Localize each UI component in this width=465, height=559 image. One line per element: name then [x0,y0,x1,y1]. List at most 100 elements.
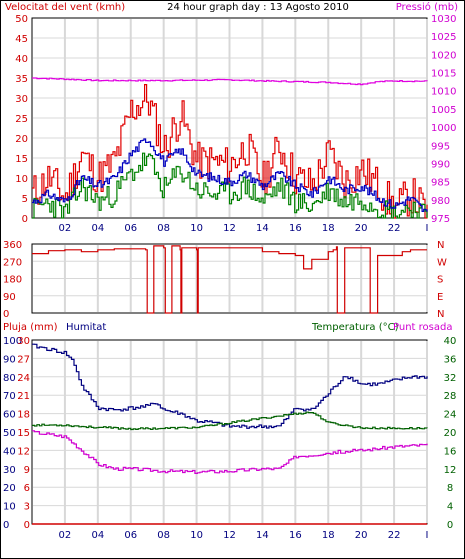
wind-axis-label: Velocitat del vent (kmh) [5,2,125,13]
pressure-tick-label: 975 [431,214,450,225]
humidity-line [32,343,428,429]
climate-x-tick-label: 12 [223,530,236,541]
wind-tick-label: 0 [22,214,28,225]
pressure-tick-label: 1015 [431,69,456,80]
climate-x-tick-label: 02 [59,530,72,541]
humidity-tick-label: 20 [3,483,16,494]
wind-x-tick-label: 18 [322,223,335,234]
direction-compass-label: N [437,240,444,251]
climate-x-tick-label: 18 [322,530,335,541]
temperature-tick-label: 16 [444,446,457,457]
wind-speed-line [32,152,428,219]
pressure-tick-label: 1020 [431,50,456,61]
pressure-line [32,77,428,86]
temperature-tick-label: 28 [444,391,457,402]
wind-tick-label: 30 [15,94,28,105]
direction-compass-label: E [437,292,443,303]
climate-x-tick-label: 04 [91,530,104,541]
climate-x-tick-label: 08 [157,530,170,541]
wind-direction-line [32,245,427,314]
humidity-axis-label: Humitat [66,322,106,333]
rain-axis-label: Pluja (mm) [3,322,58,333]
rain-tick-label: 6 [24,483,30,494]
temperature-axis-label: Temperatura (°C) [311,322,399,333]
temperature-tick-label: 8 [447,483,453,494]
temperature-line [32,411,428,431]
temperature-tick-label: 12 [444,465,457,476]
climate-x-tick-label: 14 [256,530,269,541]
wind-tick-label: 20 [15,134,28,145]
direction-tick-label: 0 [3,309,9,320]
wind-tick-label: 5 [22,194,28,205]
dewpoint-line [32,430,428,474]
dewpoint-axis-label: Punt rosada [393,322,452,333]
wind-x-tick-label: 20 [355,223,368,234]
direction-tick-label: 270 [3,257,22,268]
rain-tick-label: 15 [17,428,30,439]
temperature-tick-label: 36 [444,354,457,365]
rain-tick-label: 3 [24,502,30,513]
humidity-tick-label: 100 [3,336,22,347]
wind-x-tick-label: 08 [157,223,170,234]
temperature-tick-label: 0 [447,520,453,531]
humidity-tick-label: 40 [3,446,16,457]
direction-compass-label: W [437,257,447,268]
humidity-tick-label: 80 [3,373,16,384]
pressure-tick-label: 1030 [431,14,456,25]
climate-x-tick-label: 10 [190,530,203,541]
wind-x-tick-label: 06 [124,223,137,234]
rain-tick-label: 27 [17,354,30,365]
wind-x-tick-label: 02 [59,223,72,234]
rain-tick-label: 21 [17,391,30,402]
wind-x-tick-label: 04 [91,223,104,234]
pressure-tick-label: 1000 [431,123,456,134]
wind-tick-label: 10 [15,174,28,185]
rain-tick-label: 9 [24,465,30,476]
direction-tick-label: 360 [3,240,22,251]
wind-x-tick-label: 12 [223,223,236,234]
wind-x-tick-label: 22 [388,223,401,234]
pressure-tick-label: 1005 [431,105,456,116]
humidity-tick-label: 50 [3,428,16,439]
pressure-axis-label: Pressió (mb) [396,1,458,13]
temperature-tick-label: 32 [444,373,457,384]
pressure-tick-label: 980 [431,196,450,207]
rain-tick-label: 30 [17,336,30,347]
direction-tick-label: 90 [3,292,16,303]
wind-x-tick-label: I [426,223,429,234]
climate-x-tick-label: 16 [289,530,302,541]
direction-compass-label: S [437,275,443,286]
direction-tick-label: 180 [3,275,22,286]
rain-tick-label: 12 [17,446,30,457]
wind-x-tick-label: 14 [256,223,269,234]
chart-title: 24 hour graph day : 13 Agosto 2010 [167,2,349,13]
wind-x-tick-label: 16 [289,223,302,234]
wind-tick-label: 15 [15,154,28,165]
wind-x-tick-label: 10 [190,223,203,234]
wind-tick-label: 50 [15,14,28,25]
humidity-tick-label: 10 [3,502,16,513]
climate-x-tick-label: I [426,530,429,541]
wind-tick-label: 35 [15,74,28,85]
pressure-tick-label: 985 [431,178,450,189]
rain-tick-label: 18 [17,410,30,421]
pressure-tick-label: 1010 [431,87,456,98]
humidity-tick-label: 0 [3,520,9,531]
wind-gust-line [32,84,428,219]
climate-x-tick-label: 20 [355,530,368,541]
temperature-tick-label: 24 [444,410,457,421]
climate-x-tick-label: 06 [124,530,137,541]
rain-tick-label: 0 [24,520,30,531]
pressure-tick-label: 990 [431,159,450,170]
wind-tick-label: 40 [15,54,28,65]
humidity-tick-label: 70 [3,391,16,402]
rain-tick-label: 24 [17,373,30,384]
temperature-tick-label: 4 [447,502,453,513]
humidity-tick-label: 90 [3,354,16,365]
pressure-tick-label: 1025 [431,32,456,43]
humidity-tick-label: 60 [3,410,16,421]
wind-tick-label: 25 [15,114,28,125]
temperature-tick-label: 40 [444,336,457,347]
direction-compass-label: N [437,309,444,320]
wind-tick-label: 45 [15,34,28,45]
